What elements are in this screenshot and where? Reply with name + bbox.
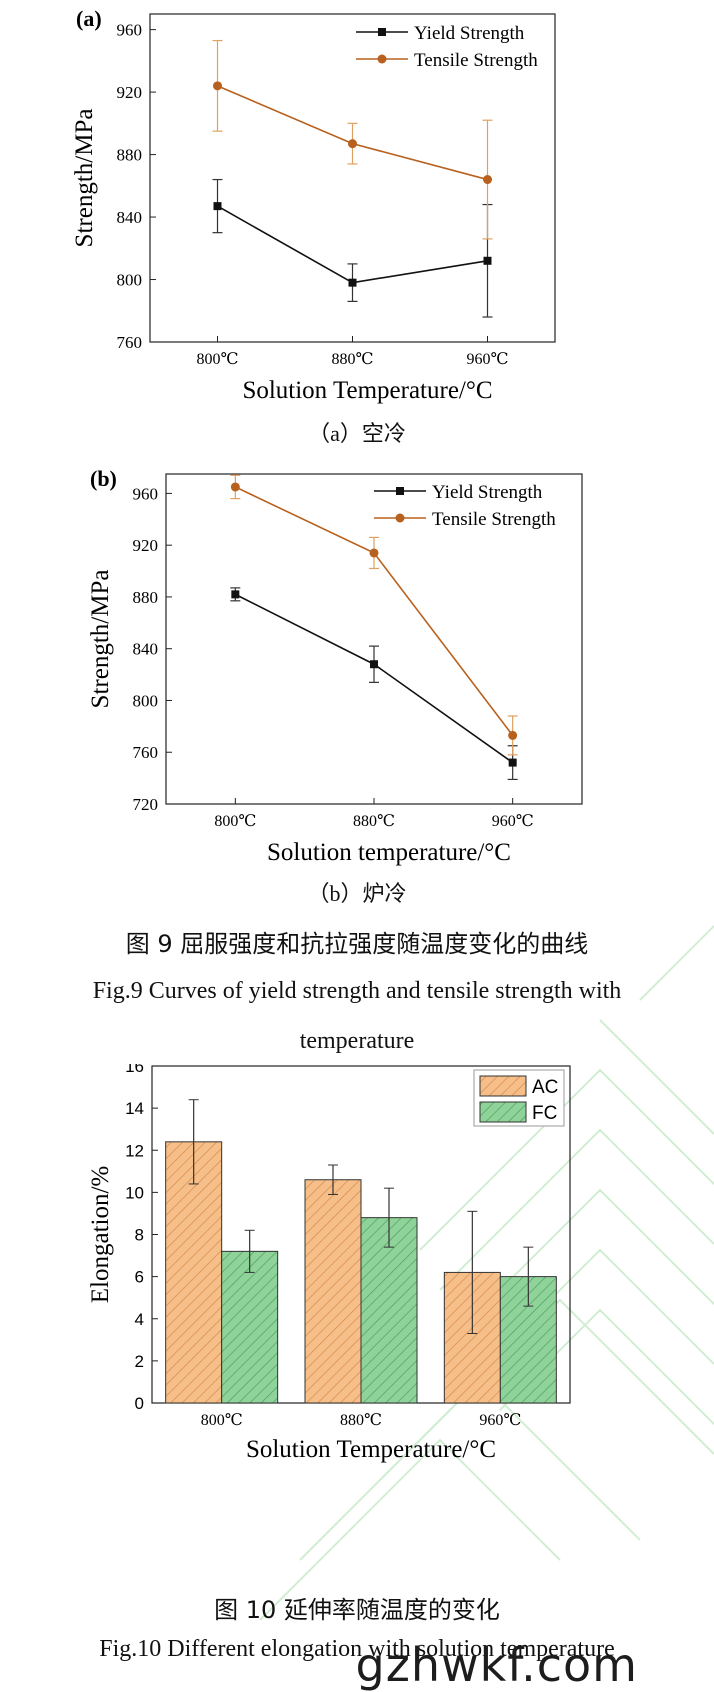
- x-axis-label: Solution Temperature/°C: [246, 1436, 496, 1463]
- x-tick-label: 880℃: [340, 1412, 382, 1429]
- y-tick-label: 0: [135, 1394, 144, 1413]
- data-point: [370, 660, 378, 669]
- y-tick-label: 800: [133, 691, 159, 710]
- y-tick-label: 960: [133, 484, 159, 503]
- data-point: [369, 548, 379, 558]
- data-point: [348, 278, 357, 287]
- legend-marker: [378, 28, 386, 36]
- legend-label: Tensile Strength: [414, 50, 538, 71]
- yield-tensile-strength-chart-air-cooling: 760 800 840 880 920 960 800℃ 880℃ 960℃ Solution T…: [71, 6, 556, 404]
- legend-label: Tensile Strength: [432, 509, 556, 530]
- y-tick-label: 920: [133, 536, 159, 555]
- y-axis-label: Strength/MPa: [71, 109, 98, 248]
- y-tick-label: 920: [117, 83, 143, 102]
- data-point: [508, 758, 517, 767]
- panel-label: (a): [76, 6, 102, 31]
- y-axis-label: Strength/MPa: [87, 570, 114, 709]
- legend-label: FC: [532, 1103, 557, 1124]
- x-tick-label: 960℃: [479, 1412, 521, 1429]
- y-tick-label: 8: [135, 1226, 144, 1245]
- y-tick-label: 760: [117, 333, 143, 352]
- y-tick-label: 10: [125, 1183, 144, 1202]
- y-tick-label: 12: [125, 1141, 144, 1160]
- figure-10-chinese-caption: 图 10 延伸率随温度的变化: [214, 1596, 500, 1624]
- y-tick-label: 840: [117, 208, 143, 227]
- data-point: [483, 256, 492, 265]
- x-tick-label: 800℃: [197, 351, 239, 368]
- x-tick-label: 960℃: [492, 813, 534, 830]
- x-axis-label: Solution temperature/°C: [267, 839, 511, 866]
- y-tick-label: 760: [133, 743, 159, 762]
- data-point: [231, 590, 240, 599]
- yield-tensile-strength-chart-furnace-cooling: 720 760 800 840 880 920 960 800℃ 880℃ 960℃ Solutio…: [87, 466, 583, 866]
- subfigure-b-caption: （b）炉冷: [307, 881, 407, 906]
- legend-marker: [396, 487, 404, 495]
- legend-marker: [395, 513, 405, 523]
- subfigure-a-caption: （a）空冷: [308, 421, 406, 446]
- elongation-bar-chart: 0 2 4 6 8 10 12 14 16 800℃ 880℃ 960℃ Solution Temper…: [87, 1064, 571, 1463]
- bar: [165, 1141, 223, 1404]
- legend-swatch: [479, 1101, 527, 1123]
- figure-10-english-caption: Fig.10 Different elongation with solutio…: [99, 1636, 615, 1662]
- y-tick-label: 720: [133, 795, 159, 814]
- bar: [360, 1217, 418, 1404]
- data-point: [213, 81, 222, 91]
- data-point: [230, 482, 240, 492]
- data-point: [348, 139, 357, 149]
- bar: [221, 1250, 279, 1404]
- y-axis-label: Elongation/%: [87, 1166, 114, 1303]
- x-tick-label: 960℃: [467, 351, 509, 368]
- legend-swatch: [479, 1075, 527, 1097]
- y-tick-label: 960: [117, 21, 143, 40]
- y-tick-label: 840: [133, 640, 159, 659]
- y-tick-label: 16: [125, 1064, 144, 1076]
- y-tick-label: 2: [135, 1352, 144, 1371]
- y-tick-label: 800: [117, 271, 143, 290]
- y-tick-label: 4: [135, 1310, 144, 1329]
- x-axis-label: Solution Temperature/°C: [242, 377, 492, 404]
- y-tick-label: 880: [133, 588, 159, 607]
- legend-marker: [377, 54, 387, 64]
- x-tick-label: 880℃: [332, 351, 374, 368]
- legend-label: Yield Strength: [432, 482, 543, 503]
- data-point: [213, 202, 222, 211]
- x-tick-label: 800℃: [201, 1412, 243, 1429]
- data-point: [483, 175, 492, 185]
- y-tick-label: 880: [117, 146, 143, 165]
- y-tick-label: 6: [135, 1268, 144, 1287]
- legend-label: AC: [532, 1077, 558, 1098]
- y-tick-label: 14: [125, 1099, 144, 1118]
- x-tick-label: 880℃: [353, 813, 395, 830]
- data-point: [508, 730, 518, 740]
- figure-9-english-caption: Fig.9 Curves of yield strength and tensi…: [92, 978, 622, 1054]
- site-watermark: gzhwkf.com: [355, 1638, 638, 1692]
- x-tick-label: 800℃: [214, 813, 256, 830]
- bar: [304, 1179, 362, 1404]
- panel-label: (b): [90, 466, 117, 491]
- legend-label: Yield Strength: [414, 23, 525, 44]
- figure-9-chinese-caption: 图 9 屈服强度和抗拉强度随温度变化的曲线: [125, 930, 589, 958]
